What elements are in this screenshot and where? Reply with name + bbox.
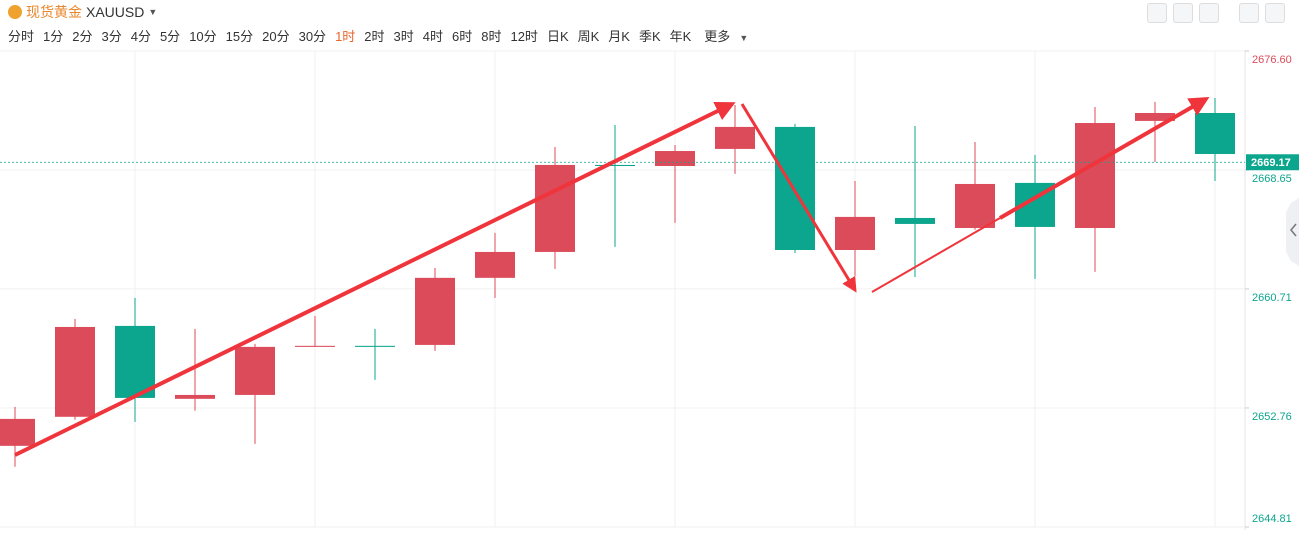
- symbol: XAUUSD: [86, 4, 145, 20]
- interval-button[interactable]: 年K: [669, 29, 692, 44]
- interval-button[interactable]: 1时: [335, 29, 356, 44]
- expand-button[interactable]: [1239, 3, 1259, 23]
- interval-button[interactable]: 15分: [225, 29, 254, 44]
- arrow: [871, 217, 1001, 293]
- candle-body: [1135, 112, 1175, 121]
- y-tick-label: 2668.65: [1252, 173, 1292, 185]
- candle-body: [55, 326, 95, 417]
- candle-body: [235, 346, 275, 395]
- candle-body: [115, 325, 155, 398]
- interval-button[interactable]: 30分: [298, 29, 327, 44]
- interval-button[interactable]: 20分: [262, 29, 290, 44]
- interval-button[interactable]: 10分: [189, 29, 217, 44]
- candle-body: [535, 164, 575, 252]
- candle-body: [0, 418, 35, 446]
- interval-button[interactable]: 2时: [364, 29, 385, 44]
- interval-button[interactable]: 周K: [577, 29, 600, 44]
- candle-body: [355, 345, 395, 347]
- interval-bar: 分时 1分 2分 3分 4分 5分 10分 15分 20分 30分 1时 2时 3时 4时 6时 8时 12时日…: [4, 26, 758, 45]
- candle-body: [595, 164, 635, 166]
- y-tick-label: 2676.60: [1252, 54, 1292, 66]
- candle-body: [1195, 112, 1235, 155]
- icon: [8, 5, 22, 19]
- interval-button[interactable]: 季K: [638, 29, 661, 44]
- interval-button[interactable]: 6时: [452, 29, 473, 44]
- candle-body: [415, 277, 455, 345]
- tool-button[interactable]: [1199, 3, 1219, 23]
- symbol-title[interactable]: 现货黄金 XAUUSD ▼: [8, 2, 157, 22]
- interval-button[interactable]: 5分: [159, 29, 181, 44]
- y-tick-label: 2652.76: [1252, 411, 1292, 423]
- candle-body: [715, 126, 755, 149]
- caret: ▼: [148, 7, 158, 17]
- arrow: [998, 96, 1210, 220]
- interval-button[interactable]: 日K: [546, 29, 569, 44]
- candle-body: [175, 394, 215, 399]
- header: 现货黄金 XAUUSD ▼: [0, 0, 1299, 23]
- y-tick-label: 2644.81: [1252, 513, 1292, 525]
- tool-button[interactable]: [1147, 3, 1167, 23]
- y-tick-label: 2660.71: [1252, 292, 1292, 304]
- interval-button[interactable]: 1分: [43, 29, 64, 44]
- interval-button[interactable]: 4分: [130, 29, 151, 44]
- interval-button[interactable]: 分时: [8, 29, 35, 44]
- candle-body: [1075, 123, 1115, 228]
- tools: [1147, 3, 1285, 23]
- more-label: 更多: [704, 29, 731, 44]
- tool-button[interactable]: [1173, 3, 1193, 23]
- grid: [0, 50, 1245, 528]
- close-button[interactable]: [1265, 3, 1285, 23]
- interval-button[interactable]: 3时: [393, 29, 414, 44]
- side-handle-icon: [1290, 223, 1297, 237]
- candle-body: [655, 151, 695, 166]
- arrow: [740, 103, 857, 293]
- more-button[interactable]: 更多 ▼: [696, 26, 758, 45]
- interval-button[interactable]: 3分: [101, 29, 122, 44]
- candle-body: [955, 183, 995, 228]
- candle-body: [295, 345, 335, 347]
- y-axis: 2676.60 2668.65 2660.71 2652.76 2644.81 2669.…: [1245, 50, 1299, 528]
- last-price-box: [1246, 154, 1299, 171]
- last-price-label: 2669.17: [1251, 157, 1291, 169]
- interval-button[interactable]: 月K: [608, 29, 630, 44]
- candles: [0, 98, 1245, 467]
- interval-button[interactable]: 12时: [510, 29, 538, 44]
- candle-body: [835, 216, 875, 250]
- annotation-arrows: [14, 96, 1210, 457]
- candle-body: [895, 217, 935, 224]
- interval-button[interactable]: 4时: [422, 29, 443, 44]
- caret: ▼: [739, 33, 749, 43]
- interval-button[interactable]: 8时: [481, 29, 502, 44]
- interval-button[interactable]: 2分: [72, 29, 93, 44]
- arrow: [14, 102, 736, 457]
- title: 现货黄金: [26, 4, 82, 20]
- candle-body: [475, 251, 515, 278]
